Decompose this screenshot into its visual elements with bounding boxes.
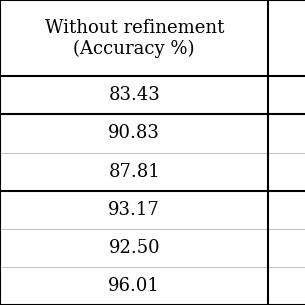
Text: 90.83: 90.83 — [108, 124, 160, 142]
Text: 92.50: 92.50 — [108, 239, 160, 257]
Text: 96.01: 96.01 — [108, 277, 160, 295]
Text: 93.17: 93.17 — [108, 201, 160, 219]
Text: 87.81: 87.81 — [108, 163, 160, 181]
Text: 83.43: 83.43 — [108, 86, 160, 104]
Text: Without refinement
(Accuracy %): Without refinement (Accuracy %) — [45, 19, 224, 58]
